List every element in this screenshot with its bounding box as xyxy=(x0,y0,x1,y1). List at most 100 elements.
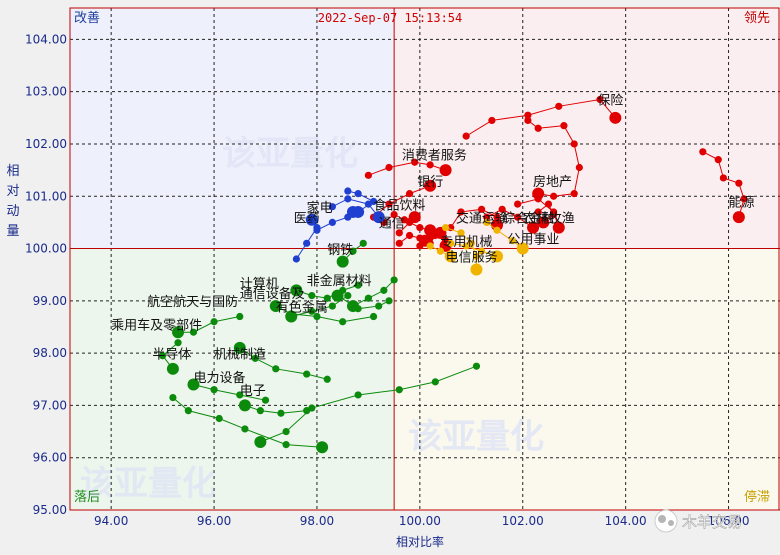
series-point xyxy=(447,239,455,247)
series-point xyxy=(477,247,486,255)
point-label: 专用机械 xyxy=(440,235,492,250)
point-label: 能源 xyxy=(729,196,755,211)
series-point xyxy=(534,195,542,203)
series-point xyxy=(364,200,373,208)
series-head-point xyxy=(470,263,483,276)
series-point xyxy=(550,210,558,219)
series-point xyxy=(313,226,321,234)
series-point xyxy=(441,224,450,232)
series-汽车 xyxy=(169,393,329,454)
series-head-point xyxy=(233,341,246,354)
series-point xyxy=(328,218,336,226)
series-head-point xyxy=(285,310,298,323)
point-label: 电信服务 xyxy=(446,250,498,266)
series-point xyxy=(498,205,506,213)
point-label: 消费者服务 xyxy=(402,148,467,164)
point-label: 非金属材料 xyxy=(307,273,372,289)
series-钢铁 xyxy=(336,239,367,268)
series-point xyxy=(390,210,398,219)
series xyxy=(159,95,748,454)
series-point xyxy=(596,95,604,104)
series-point xyxy=(524,111,532,119)
point-label: 房地产 xyxy=(533,174,572,190)
series-point xyxy=(354,305,362,313)
logo: 木羊交易 xyxy=(654,509,742,533)
series-tail-line xyxy=(465,98,616,137)
y-tick-label: 101.00 xyxy=(25,189,67,203)
quadrant-improving xyxy=(70,8,395,249)
series-head-point xyxy=(444,250,457,263)
series-tail-line xyxy=(244,404,307,414)
series-head-point xyxy=(336,255,349,268)
series-point xyxy=(426,234,434,242)
quadrant-label-improving: 改善 xyxy=(74,10,100,26)
x-tick-label: 106.00 xyxy=(708,514,750,528)
series-point xyxy=(426,242,434,250)
y-axis-label: 相对动量 xyxy=(6,164,19,239)
point-label: 航空航天与国防 xyxy=(147,294,238,310)
series-point xyxy=(405,218,414,226)
series-传媒 xyxy=(313,205,359,234)
y-tick-label: 102.00 xyxy=(25,137,67,151)
axes: 94.00 96.00 98.00 100.00 102.00 104.00 106.00 9… xyxy=(25,7,780,528)
chart-title: 2022-Sep-07 15:13:54 xyxy=(318,11,463,25)
series-point xyxy=(477,205,486,213)
y-tick-label: 96.00 xyxy=(33,451,67,465)
series-tail-line xyxy=(291,295,349,318)
series-tail-line xyxy=(486,221,524,249)
series-point xyxy=(390,276,398,284)
series-point xyxy=(308,404,316,412)
series-电力设备 xyxy=(187,378,270,404)
series-point xyxy=(472,252,481,260)
series-point xyxy=(483,218,491,226)
series-head-point xyxy=(372,211,385,224)
series-point xyxy=(210,318,218,326)
series-head-point xyxy=(439,164,452,177)
series-point xyxy=(344,292,352,300)
series-point xyxy=(740,195,748,203)
watermark-text: 该亚量化 xyxy=(222,134,358,174)
y-tick-label: 103.00 xyxy=(25,85,67,99)
series-point xyxy=(431,378,439,386)
series-point xyxy=(462,132,470,140)
x-tick-label: 98.00 xyxy=(300,514,334,528)
series-消费者服务 xyxy=(364,158,452,179)
series-point xyxy=(570,190,578,198)
series-point xyxy=(699,148,707,156)
quadrant-backgrounds xyxy=(70,8,780,510)
series-point xyxy=(261,396,270,404)
point-label: 交通运输 xyxy=(456,210,508,226)
series-point xyxy=(339,286,347,294)
y-tick-label: 98.00 xyxy=(33,346,67,360)
series-point xyxy=(292,255,300,263)
series-point xyxy=(369,312,378,321)
series-head-point xyxy=(491,250,504,263)
series-point xyxy=(385,163,393,172)
point-label: 有色金属 xyxy=(276,299,328,315)
quadrant-label-leading: 领先 xyxy=(744,11,770,26)
y-tick-label: 95.00 xyxy=(33,503,67,517)
series-point xyxy=(303,370,311,378)
series-电子 xyxy=(238,399,311,417)
series-房地产 xyxy=(524,116,583,200)
point-label: 保险 xyxy=(597,94,623,109)
series-point xyxy=(457,229,465,237)
series-head-point xyxy=(537,216,550,229)
series-head-point xyxy=(732,211,745,224)
x-tick-label: 96.00 xyxy=(197,514,231,528)
series-point xyxy=(550,192,558,200)
point-label: 医药 xyxy=(294,211,320,226)
series-point xyxy=(570,140,578,148)
series-point xyxy=(447,224,455,232)
series-tail-line xyxy=(347,190,375,213)
series-化工 xyxy=(441,224,483,276)
series-point xyxy=(344,195,352,203)
point-label: 综合金融 xyxy=(502,210,554,226)
series-point xyxy=(462,242,470,250)
series-point xyxy=(272,365,280,373)
series-tail-line xyxy=(486,208,534,229)
series-head-point xyxy=(516,242,529,255)
series-point xyxy=(714,156,722,164)
series-point xyxy=(159,352,167,360)
series-乘用车及零部件 xyxy=(172,312,244,339)
